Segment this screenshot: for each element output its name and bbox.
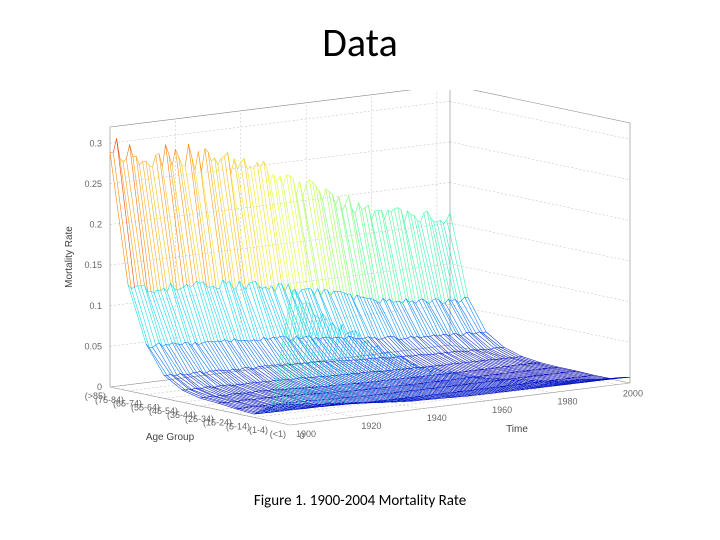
svg-text:(1-4): (1-4) xyxy=(249,425,268,435)
svg-text:0.05: 0.05 xyxy=(84,341,102,351)
svg-text:0.25: 0.25 xyxy=(84,179,102,189)
surface-wireframe xyxy=(110,138,630,414)
svg-text:1920: 1920 xyxy=(361,421,381,431)
svg-text:Age Group: Age Group xyxy=(146,432,195,443)
svg-text:Time: Time xyxy=(506,424,528,435)
svg-text:0.15: 0.15 xyxy=(84,260,102,270)
svg-text:0.1: 0.1 xyxy=(89,301,102,311)
svg-text:1980: 1980 xyxy=(558,397,578,407)
chart-3d-surface: 0 0.05 0.1 0.15 0.2 0.25 0.3 Mortality Rate (<1)… xyxy=(40,90,680,470)
svg-text:0.3: 0.3 xyxy=(89,138,102,148)
svg-text:(<1): (<1) xyxy=(270,429,286,439)
figure-caption: Figure 1. 1900-2004 Mortality Rate xyxy=(0,492,720,510)
page-title: Data xyxy=(0,18,720,67)
svg-text:(>85): (>85) xyxy=(85,391,106,401)
svg-text:0: 0 xyxy=(299,431,304,441)
svg-text:0.2: 0.2 xyxy=(89,220,102,230)
svg-text:1940: 1940 xyxy=(427,413,447,423)
svg-text:1960: 1960 xyxy=(492,405,512,415)
svg-text:2000: 2000 xyxy=(623,389,643,399)
svg-text:Mortality Rate: Mortality Rate xyxy=(64,226,75,288)
